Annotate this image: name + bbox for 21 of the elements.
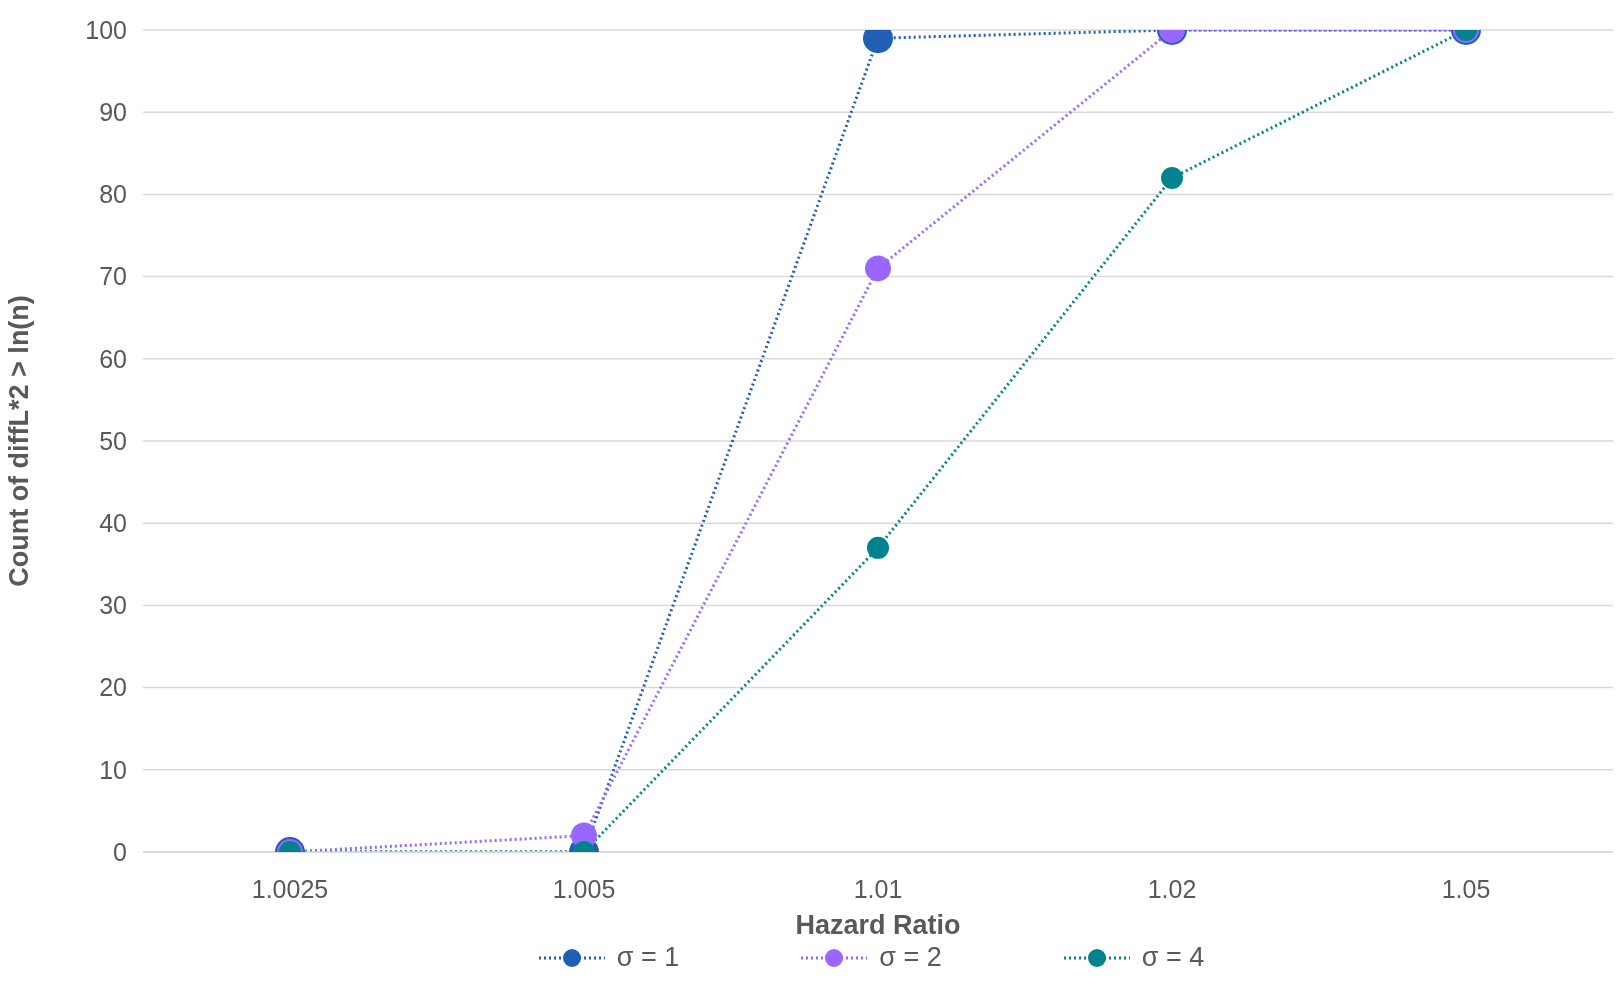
y-tick-label: 0 <box>113 837 127 866</box>
x-tick-label: 1.005 <box>552 874 616 903</box>
y-tick-label: 80 <box>99 180 127 209</box>
y-tick-label: 70 <box>99 262 127 291</box>
x-tick-label: 1.05 <box>1441 874 1491 903</box>
y-tick-label: 100 <box>85 15 127 44</box>
y-tick-label: 90 <box>99 98 127 127</box>
y-tick-label: 50 <box>99 426 127 455</box>
y-tick-label: 30 <box>99 591 127 620</box>
legend-label: σ = 2 <box>878 942 942 973</box>
legend-label: σ = 4 <box>1140 942 1205 973</box>
y-axis-title: Count of diffL*2 > ln(n) <box>3 295 34 587</box>
y-tick-label: 60 <box>99 344 127 373</box>
y-tick-label: 20 <box>99 673 127 702</box>
y-tick-label: 10 <box>99 755 127 784</box>
x-tick-label: 1.01 <box>853 874 903 903</box>
x-tick-label: 1.02 <box>1147 874 1197 903</box>
y-tick-label: 40 <box>99 509 127 538</box>
x-axis-title: Hazard Ratio <box>795 910 961 940</box>
legend-label: σ = 1 <box>615 942 680 973</box>
x-tick-label: 1.0025 <box>251 874 329 903</box>
